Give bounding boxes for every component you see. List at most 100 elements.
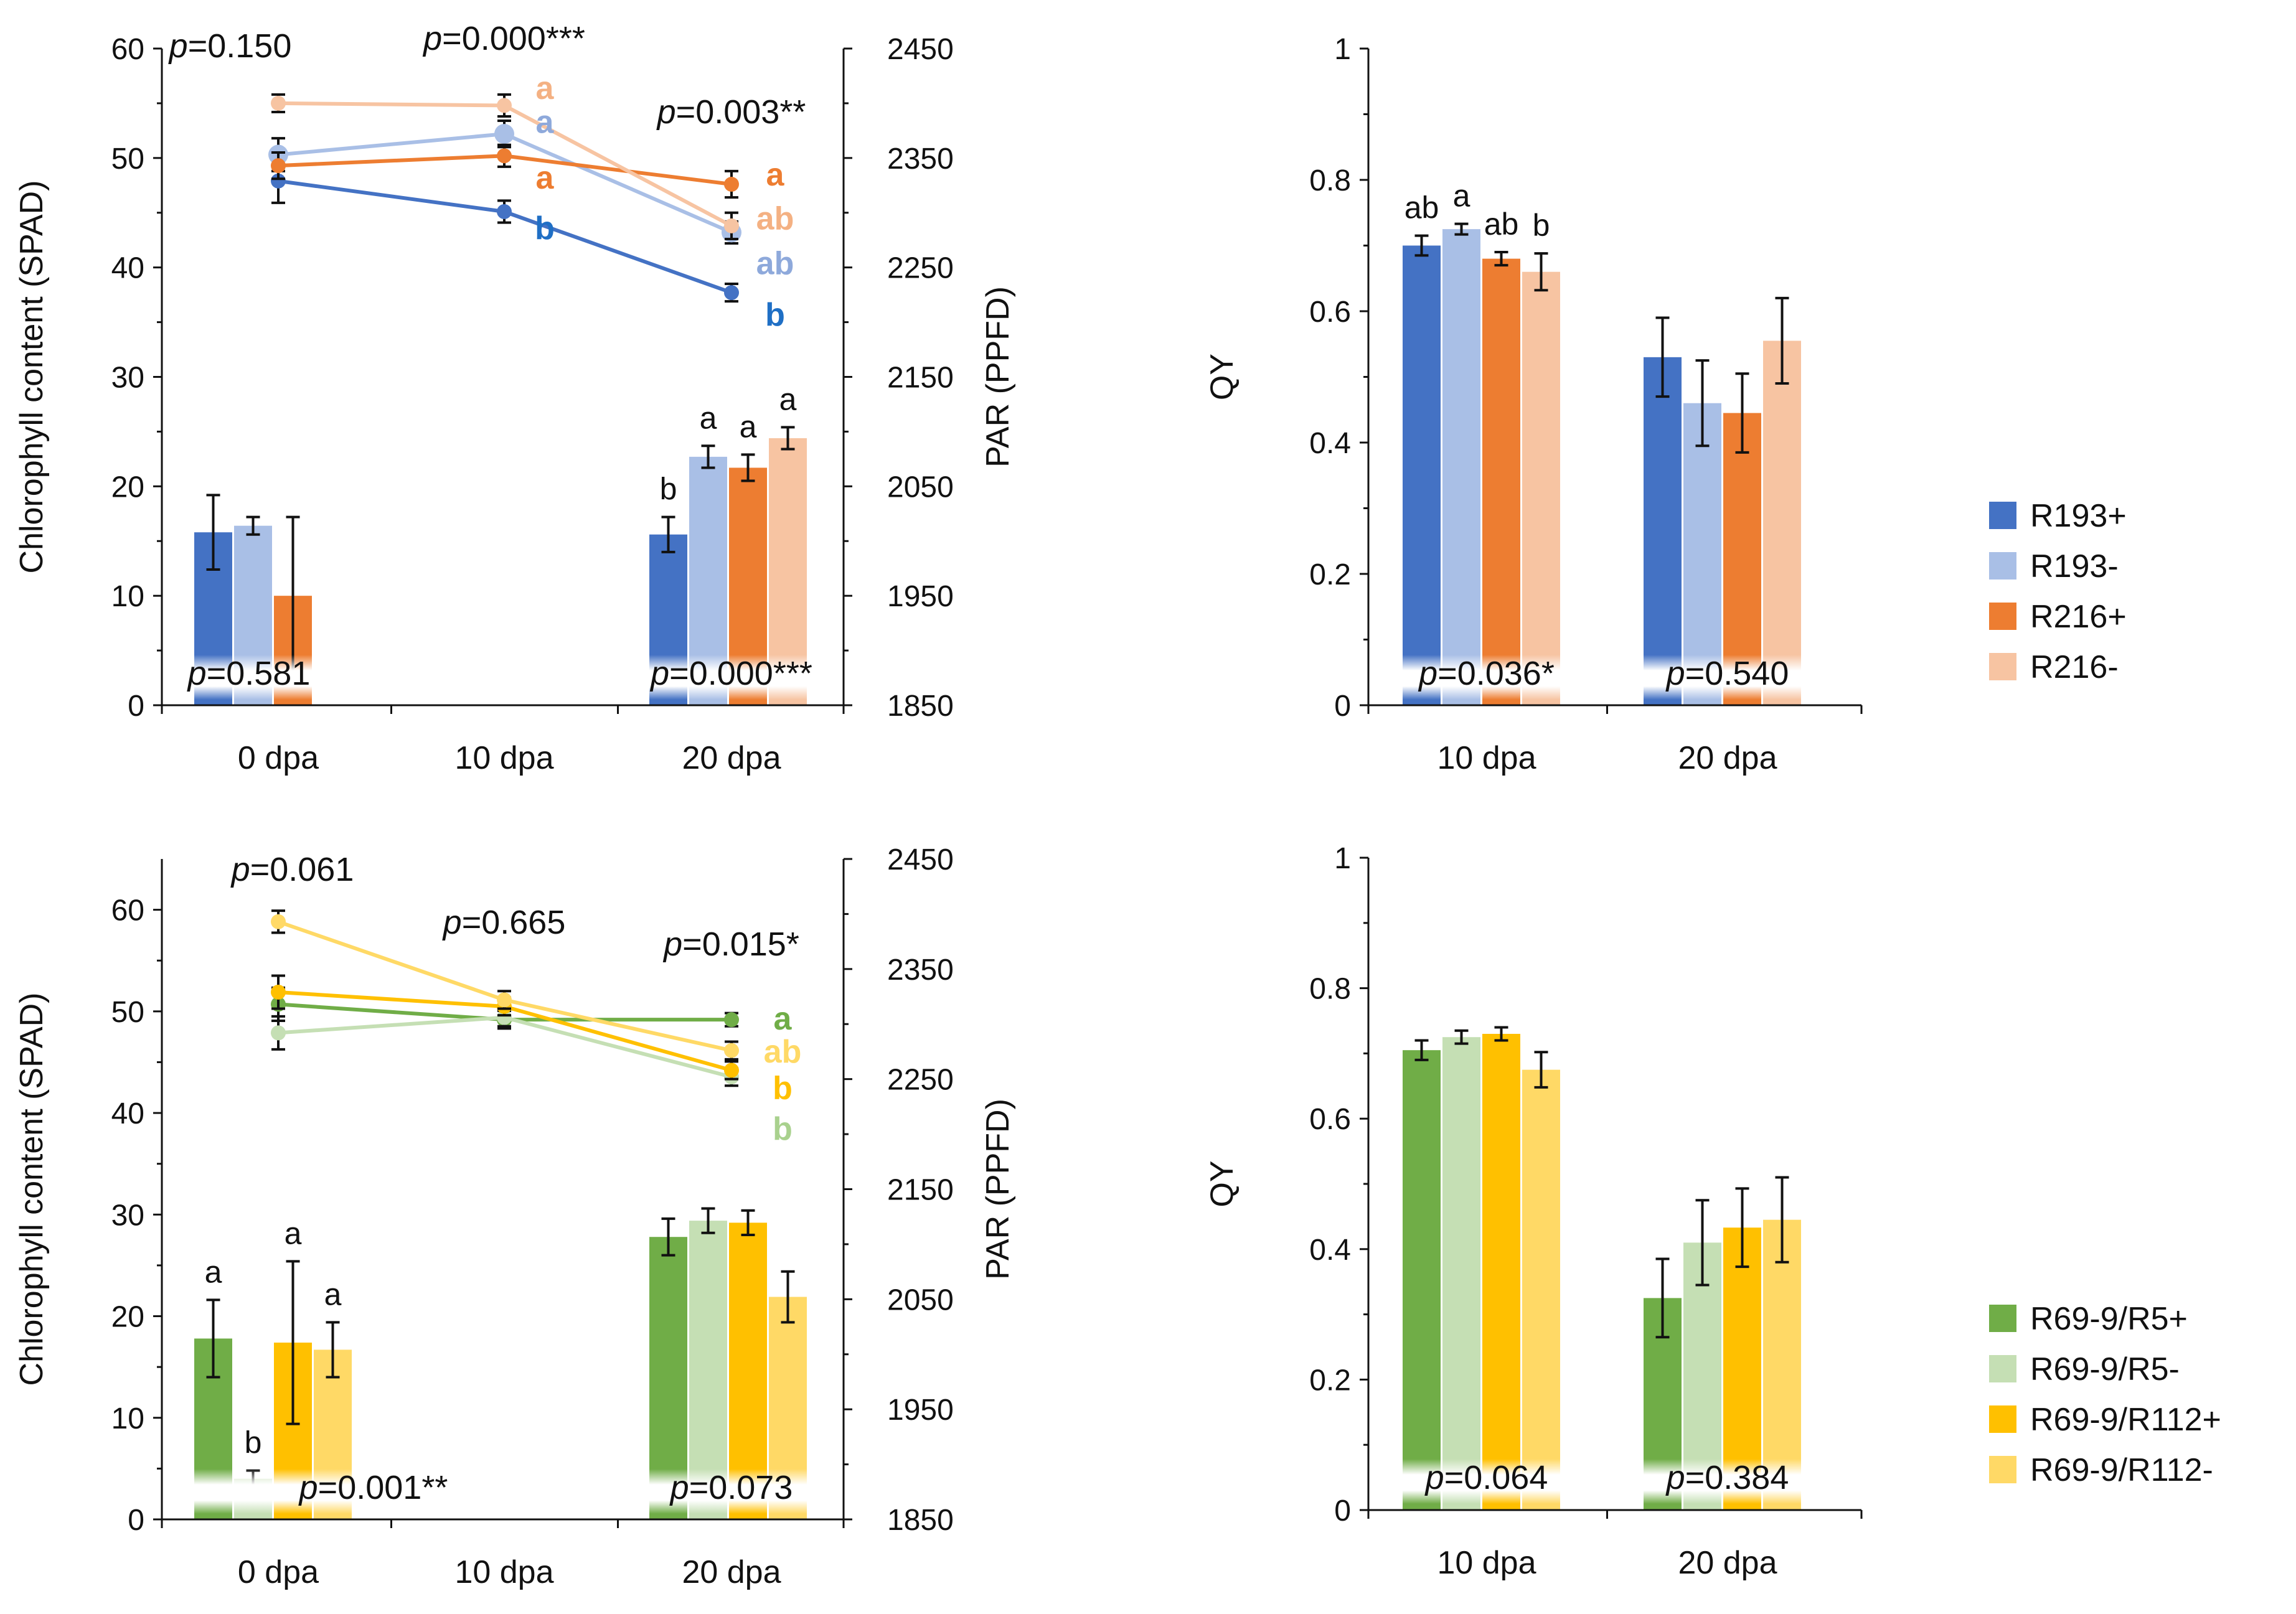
chl-top-line-letter-r216-0: a bbox=[536, 70, 555, 106]
legend-label-r69-9-r5: R69-9/R5+ bbox=[2030, 1301, 2188, 1337]
chl-bottom-y-tick-label-4: 40 bbox=[111, 1097, 144, 1130]
chl-top-y-tick-label-1: 10 bbox=[111, 580, 144, 613]
chl-bottom-pvalue-20-dpa: p=0.073 bbox=[669, 1469, 793, 1506]
chl-bottom-y-tick-label-6: 60 bbox=[111, 894, 144, 927]
chl-top-y-tick-label-0: 0 bbox=[128, 690, 144, 723]
chl-bottom-y-tick-label-0: 0 bbox=[128, 1504, 144, 1537]
chl-bottom-point-r69-9-r112-0 bbox=[271, 984, 286, 1000]
chl-top-line-letter-r193-1: a bbox=[536, 105, 555, 141]
chl-bottom-point-r69-9-r5-2 bbox=[724, 1012, 739, 1028]
chl-bottom-y2-tick-label-1: 1950 bbox=[887, 1394, 954, 1427]
qy-bottom-bar-10-dpa-r69-9-r5 bbox=[1442, 1037, 1480, 1510]
chl-top-line-r193 bbox=[278, 179, 733, 294]
chl-bottom-line-pvalue-20-dpa: p=0.015* bbox=[662, 926, 799, 963]
qy-bottom-y-axis-title: QY bbox=[1204, 1160, 1240, 1207]
legend-swatch-r69-9-r112 bbox=[1989, 1456, 2016, 1483]
chl-bottom-x-label-0-dpa: 0 dpa bbox=[238, 1554, 319, 1590]
chl-top-y-tick-label-4: 40 bbox=[111, 252, 144, 285]
qy-bottom-pvalue-20-dpa: p=0.384 bbox=[1665, 1459, 1789, 1496]
chl-top-y-tick-label-3: 30 bbox=[111, 362, 144, 395]
qy-top-bar-letter-r216: ab bbox=[1484, 207, 1519, 242]
legend-label-r193: R193- bbox=[2030, 548, 2119, 584]
legend-label-r69-9-r112: R69-9/R112+ bbox=[2030, 1402, 2221, 1438]
qy-top-pvalue-10-dpa: p=0.036* bbox=[1418, 655, 1555, 692]
chl-top-line-letter-r193-6: ab bbox=[756, 245, 794, 281]
chl-bottom-y-tick-label-1: 10 bbox=[111, 1402, 144, 1435]
legend-swatch-r216 bbox=[1989, 653, 2016, 680]
qy-top-y-tick-label-2: 0.4 bbox=[1309, 427, 1351, 460]
chl-top-line-letter-r216-4: a bbox=[766, 157, 785, 193]
legend-label-r193: R193+ bbox=[2030, 498, 2127, 534]
qy-top-pvalue-backdrop-20-dpa bbox=[1641, 655, 1805, 700]
qy-top-y-tick-label-0: 0 bbox=[1334, 690, 1351, 723]
chl-top-y2-tick-label-1: 1950 bbox=[887, 580, 954, 613]
chl-top-y-tick-label-5: 50 bbox=[111, 143, 144, 176]
qy-top-y-tick-label-3: 0.6 bbox=[1309, 296, 1351, 329]
qy-top-bar-20-dpa-r216 bbox=[1763, 340, 1801, 705]
chl-bottom-point-r69-9-r112-0 bbox=[271, 914, 286, 929]
qy-bottom-y-tick-label-2: 0.4 bbox=[1309, 1234, 1351, 1267]
legend-top: R193+ R193- R216+ R216- bbox=[1989, 498, 2127, 685]
qy-bottom-pvalue-backdrop-10-dpa bbox=[1400, 1459, 1564, 1504]
chl-top-point-r193-1 bbox=[494, 124, 514, 144]
chl-top-line-letter-r193-3: b bbox=[535, 210, 555, 246]
chl-bottom-y-tick-label-3: 30 bbox=[111, 1199, 144, 1232]
chl-bottom-y2-tick-label-6: 2450 bbox=[887, 843, 954, 876]
chl-top-y2-tick-label-6: 2450 bbox=[887, 33, 954, 66]
qy-bottom-y-tick-label-4: 0.8 bbox=[1309, 973, 1351, 1006]
legend-label-r69-9-r112: R69-9/R112- bbox=[2030, 1452, 2213, 1488]
chl-top-point-r193-1 bbox=[497, 204, 512, 219]
chl-top-pvalue-backdrop-0-dpa bbox=[192, 655, 316, 700]
legend-label-r216: R216- bbox=[2030, 649, 2119, 685]
legend-bottom: R69-9/R5+ R69-9/R5- R69-9/R112+ R69-9/R112- bbox=[1989, 1301, 2221, 1488]
chl-top-y2-tick-label-3: 2150 bbox=[887, 362, 954, 395]
chl-top-y2-tick-label-0: 1850 bbox=[887, 690, 954, 723]
chl-bottom-bar-letter-r69-9-r112: a bbox=[285, 1216, 302, 1250]
chl-bottom-line-letter-r69-9-r5-0: a bbox=[774, 1001, 793, 1037]
chl-top-line-pvalue-0-dpa: p=0.150 bbox=[168, 27, 292, 65]
legend-label-r216: R216+ bbox=[2030, 599, 2127, 635]
legend-swatch-r193 bbox=[1989, 552, 2016, 579]
chl-top-line-pvalue-20-dpa: p=0.003** bbox=[656, 93, 806, 131]
chl-top-pvalue-20-dpa: p=0.000*** bbox=[649, 655, 812, 692]
qy-top-y-tick-label-1: 0.2 bbox=[1309, 558, 1351, 591]
qy-top-bar-letter-r193: a bbox=[1453, 179, 1470, 213]
chl-top-point-r216-0 bbox=[271, 158, 286, 174]
qy-top-y-tick-label-5: 1 bbox=[1334, 33, 1351, 66]
chl-top-line-letter-r216-2: a bbox=[536, 160, 555, 196]
chl-bottom-line-letter-r69-9-r112-1: ab bbox=[764, 1034, 802, 1070]
chl-top-bar-letter-r216: a bbox=[740, 409, 757, 444]
qy-top-y-tick-label-4: 0.8 bbox=[1309, 164, 1351, 197]
chl-top-point-r193-0 bbox=[271, 173, 286, 189]
qy-bottom-pvalue-10-dpa: p=0.064 bbox=[1424, 1459, 1548, 1496]
chl-bottom-bar-letter-r69-9-r112: a bbox=[324, 1277, 342, 1311]
chl-top-y2-tick-label-5: 2350 bbox=[887, 143, 954, 176]
chl-bottom-y2-tick-label-2: 2050 bbox=[887, 1283, 954, 1316]
chl-bottom-line-pvalue-10-dpa: p=0.665 bbox=[442, 904, 566, 941]
chl-top-x-label-10-dpa: 10 dpa bbox=[454, 740, 553, 776]
chl-bottom-point-r69-9-r5-0 bbox=[271, 1025, 286, 1041]
legend-swatch-r69-9-r5 bbox=[1989, 1355, 2016, 1382]
qy-bottom-bar-10-dpa-r69-9-r112 bbox=[1522, 1069, 1560, 1510]
legend-swatch-r69-9-r112 bbox=[1989, 1405, 2016, 1433]
legend-swatch-r193 bbox=[1989, 502, 2016, 529]
qy-bottom-x-label-10-dpa: 10 dpa bbox=[1437, 1545, 1536, 1581]
chl-top-x-label-20-dpa: 20 dpa bbox=[682, 740, 781, 776]
chl-top-y2-tick-label-2: 2050 bbox=[887, 471, 954, 504]
chl-bottom-point-r69-9-r112-2 bbox=[724, 1063, 739, 1078]
chl-top-point-r216-0 bbox=[271, 95, 286, 111]
chl-bottom-y2-axis-title: PAR (PPFD) bbox=[980, 1099, 1016, 1280]
chl-bottom-y-tick-label-2: 20 bbox=[111, 1301, 144, 1334]
qy-top-pvalue-backdrop-10-dpa bbox=[1400, 655, 1564, 700]
chl-bottom-y2-tick-label-3: 2150 bbox=[887, 1174, 954, 1207]
chl-top-y2-axis-title: PAR (PPFD) bbox=[980, 286, 1016, 467]
chl-bottom-y2-tick-label-0: 1850 bbox=[887, 1504, 954, 1537]
qy-top-bar-20-dpa-r193 bbox=[1644, 357, 1682, 705]
qy-bottom-x-label-20-dpa: 20 dpa bbox=[1678, 1545, 1777, 1581]
chl-bottom-line-letter-r69-9-r5-3: b bbox=[773, 1111, 793, 1147]
chl-top-bar-letter-r193: b bbox=[660, 472, 677, 507]
chl-top-pvalue-backdrop-20-dpa bbox=[647, 655, 811, 700]
chl-top-y-tick-label-2: 20 bbox=[111, 471, 144, 504]
